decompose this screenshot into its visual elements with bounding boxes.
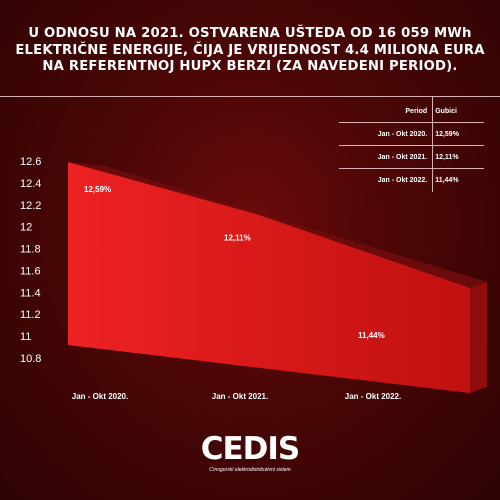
x-tick-label: Jan - Okt 2020. (72, 392, 128, 401)
table-row: Jan - Okt 2021. 12,11% (339, 145, 484, 169)
y-tick-label: 11 (20, 331, 31, 343)
divider (0, 96, 500, 97)
table-cell-period: Jan - Okt 2020. (339, 122, 432, 146)
data-label: 12,59% (84, 185, 111, 194)
data-label: 12,11% (224, 234, 251, 243)
y-tick-label: 12 (20, 222, 32, 234)
y-axis: 12.6 12.4 12.2 12 11.8 11.6 11.4 11.2 11 10.8 (20, 156, 41, 365)
table-cell-gubici: 12,59% (431, 122, 484, 146)
cedis-logo: CEDIS Crnogorski elektrodistributivni si… (200, 431, 301, 473)
table-header-row: Period Gubici (339, 100, 484, 123)
table-row: Jan - Okt 2022. 11,44% (339, 168, 484, 191)
data-labels: 12,59% 12,11% 11,44% (84, 185, 385, 340)
plot-area (68, 162, 487, 393)
y-tick-label: 10.8 (20, 353, 41, 365)
table-cell-period: Jan - Okt 2021. (339, 145, 432, 169)
y-tick-label: 11.6 (20, 265, 41, 277)
table-header-period: Period (405, 107, 428, 115)
table-cell-gubici: 12,11% (431, 145, 484, 169)
x-tick-label: Jan - Okt 2022. (345, 392, 401, 401)
y-tick-label: 11.2 (20, 309, 41, 321)
table-cell-gubici: 11,44% (431, 168, 484, 191)
y-tick-label: 11.4 (20, 287, 41, 299)
x-axis: Jan - Okt 2020. Jan - Okt 2021. Jan - Okt … (72, 392, 401, 401)
x-tick-label: Jan - Okt 2021. (212, 392, 268, 401)
period-table: Period Gubici Jan - Okt 2020. 12,59% Jan… (339, 100, 484, 191)
area-side-face (470, 281, 487, 393)
headline: U ODNOSU NA 2021. OSTVARENA UŠTEDA OD 16… (15, 26, 485, 74)
y-tick-label: 12.2 (20, 200, 41, 212)
y-tick-label: 12.6 (20, 156, 41, 168)
table-cell-period: Jan - Okt 2022. (339, 168, 432, 191)
logo-mark: CEDIS (200, 431, 301, 467)
logo-subtitle: Crnogorski elektrodistributivni sistem (209, 467, 291, 473)
area-top-face (68, 162, 487, 288)
y-tick-label: 12.4 (20, 178, 41, 190)
y-tick-label: 11.8 (20, 244, 41, 256)
area-chart: 12.6 12.4 12.2 12 11.8 11.6 11.4 11.2 11 10.8 12,… (20, 156, 487, 401)
table-row: Jan - Okt 2020. 12,59% (339, 122, 484, 146)
area-front-face (68, 162, 470, 393)
table-header-gubici: Gubici (435, 107, 457, 115)
data-label: 11,44% (358, 331, 385, 340)
